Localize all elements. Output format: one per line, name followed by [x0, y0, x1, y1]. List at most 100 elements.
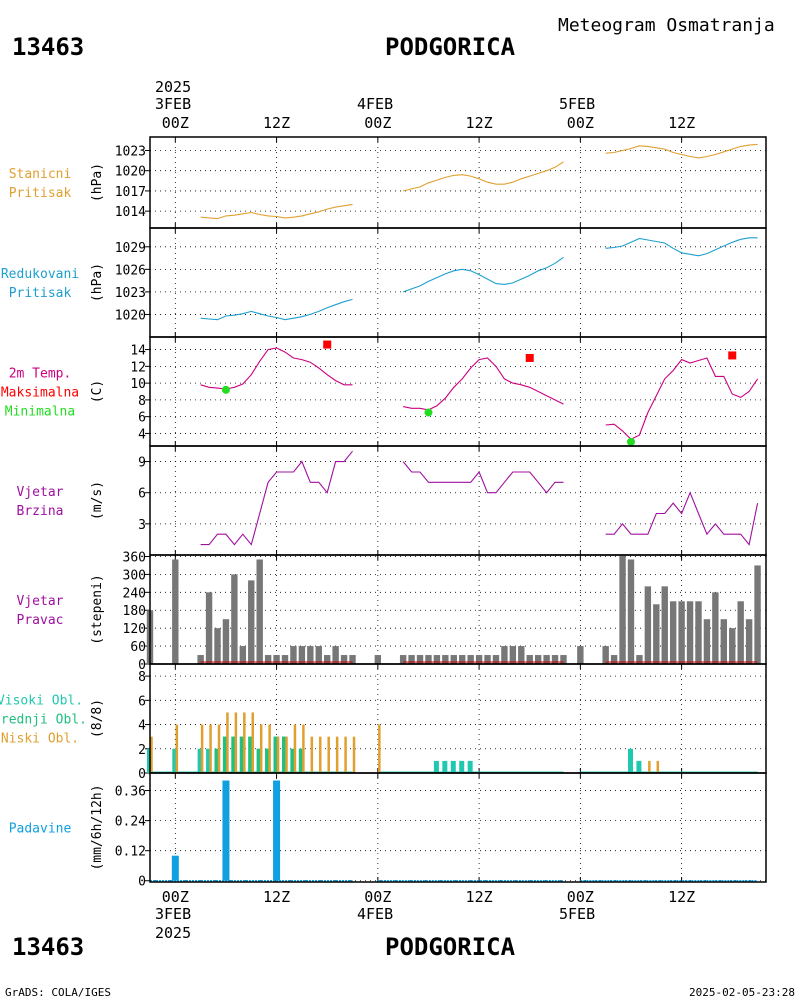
cloud-bar — [433, 760, 439, 773]
cloud-bar — [259, 724, 263, 773]
y-tick-label: 120 — [123, 622, 146, 637]
cloud-bar — [214, 748, 220, 773]
y-axis-label: (mm/6h/12h) — [90, 784, 105, 870]
direction-bar — [501, 646, 508, 664]
series-line — [605, 143, 758, 159]
bottom-date-label: 4FEB — [357, 905, 393, 923]
cloud-bar — [206, 748, 212, 773]
top-date-label: 3FEB — [155, 95, 191, 113]
top-date-label: 4FEB — [357, 95, 393, 113]
top-tick-label: 12Z — [263, 114, 290, 132]
panel-frame — [149, 336, 767, 447]
min-temp-marker — [424, 408, 433, 417]
bottom-tick-label: 00Z — [567, 888, 594, 906]
direction-bar — [239, 646, 247, 664]
direction-bar — [315, 646, 322, 664]
bottom-year-label: 2025 — [155, 924, 191, 942]
direction-bar — [273, 655, 280, 664]
series-line — [605, 237, 758, 257]
cloud-bar — [243, 712, 246, 773]
cloud-bar — [467, 760, 473, 773]
direction-bar — [197, 655, 204, 664]
top-tick-label: 00Z — [162, 114, 189, 132]
y-axis-label: (stepeni) — [90, 574, 105, 644]
cloud-bar — [226, 712, 229, 773]
panel-label: Pritisak — [9, 286, 72, 301]
series-line — [200, 450, 353, 546]
cloud-bar — [293, 724, 297, 773]
cloud-bar — [319, 736, 322, 773]
panel-label: Redukovani — [1, 267, 79, 282]
direction-bar — [340, 655, 348, 664]
cloud-bar — [150, 736, 153, 773]
cloud-bar — [352, 736, 356, 773]
precip-bar — [222, 780, 230, 881]
direction-bar — [509, 646, 517, 664]
bottom-tick-label: 00Z — [162, 888, 189, 906]
direction-bar — [669, 601, 677, 664]
cloud-bar — [217, 724, 221, 773]
precip-bar — [273, 780, 281, 881]
top-date-label: 5FEB — [559, 95, 595, 113]
cloud-bar — [648, 760, 651, 773]
y-axis-label: (hPa) — [90, 163, 105, 202]
bottom-time-axis: 3FEB 4FEB 5FEB 2025 — [155, 905, 595, 942]
footer: 13463 PODGORICA GrADS: COLA/IGES 2025-02… — [5, 933, 795, 999]
y-tick-label: 1020 — [115, 165, 146, 180]
direction-bar — [627, 559, 635, 664]
series-line — [403, 357, 564, 411]
direction-bar — [256, 559, 263, 664]
panel-wind_direction: 0 60 120 180 240 300 360 (stepeni) Vjetar Pravac — [17, 550, 767, 673]
cloud-bar — [200, 724, 204, 773]
y-tick-label: 0.12 — [115, 845, 146, 860]
panel-clouds: 0 2 4 6 8 (8/8) Visoki Obl. Srednji Obl. Niski O… — [0, 663, 767, 782]
direction-bar — [484, 655, 491, 664]
y-tick-label: 1020 — [115, 308, 146, 323]
cloud-bar — [285, 736, 288, 773]
panel-station_pressure: 1014 1017 1020 1023 (hPa) Stanicni Pritisak — [9, 136, 767, 229]
max-temp-marker — [525, 353, 534, 362]
station-name-top: PODGORICA — [385, 33, 516, 61]
top-time-axis: 2025 3FEB 4FEB 5FEB — [155, 78, 595, 113]
min-temp-marker — [626, 437, 635, 446]
y-tick-label: 240 — [123, 586, 146, 601]
cloud-bar — [256, 748, 262, 773]
top-year-label: 2025 — [155, 78, 191, 96]
y-tick-label: 9 — [138, 456, 146, 471]
cloud-bar — [234, 712, 238, 773]
cloud-bar — [327, 736, 330, 773]
cloud-bar — [273, 736, 279, 773]
direction-bar — [298, 646, 306, 664]
direction-bar — [695, 601, 702, 664]
direction-bar — [577, 646, 584, 664]
cloud-bar — [627, 748, 633, 773]
y-axis-label: (C) — [90, 380, 105, 403]
cloud-bar — [302, 724, 305, 773]
cloud-bar — [459, 760, 465, 773]
y-tick-label: 10 — [130, 377, 146, 392]
panel-label: 2m Temp. — [9, 367, 72, 382]
series-line — [402, 461, 564, 494]
direction-bar — [678, 601, 685, 664]
panel-label: Srednji Obl. — [0, 713, 87, 728]
direction-bar — [745, 619, 753, 664]
panel-wind_speed: 3 6 9 (m/s) Vjetar Brzina — [17, 445, 767, 556]
cloud-bar — [344, 736, 347, 773]
y-tick-label: 360 — [123, 550, 146, 565]
panel-label: Brzina — [17, 504, 64, 519]
series-line — [200, 203, 353, 220]
direction-bar — [425, 655, 432, 664]
timestamp-label: 2025-02-05-23:28 — [689, 986, 795, 999]
max-temp-marker — [323, 340, 332, 349]
max-temp-marker — [728, 351, 737, 360]
direction-bar — [442, 655, 449, 664]
direction-bar — [408, 655, 415, 664]
cloud-bar — [248, 736, 254, 773]
cloud-bar — [231, 736, 237, 773]
cloud-bar — [378, 724, 381, 773]
y-tick-label: 180 — [123, 604, 146, 619]
direction-bar — [264, 655, 272, 664]
y-tick-label: 0 — [138, 767, 146, 782]
panel-label: Visoki Obl. — [0, 694, 83, 709]
